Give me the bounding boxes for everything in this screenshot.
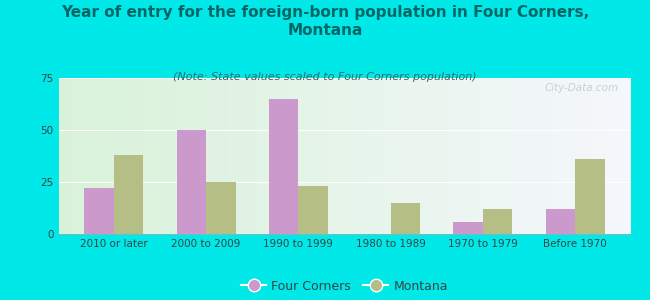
- Bar: [483, 209, 512, 234]
- Bar: [453, 221, 483, 234]
- Text: City-Data.com: City-Data.com: [545, 83, 619, 93]
- Bar: [575, 159, 604, 234]
- Bar: [391, 203, 420, 234]
- Bar: [84, 188, 114, 234]
- Bar: [177, 130, 206, 234]
- Bar: [545, 209, 575, 234]
- Legend: Four Corners, Montana: Four Corners, Montana: [236, 274, 453, 298]
- Bar: [269, 99, 298, 234]
- Bar: [114, 155, 144, 234]
- Text: (Note: State values scaled to Four Corners population): (Note: State values scaled to Four Corne…: [173, 72, 477, 82]
- Bar: [298, 186, 328, 234]
- Text: Year of entry for the foreign-born population in Four Corners,
Montana: Year of entry for the foreign-born popul…: [61, 4, 589, 38]
- Bar: [206, 182, 236, 234]
